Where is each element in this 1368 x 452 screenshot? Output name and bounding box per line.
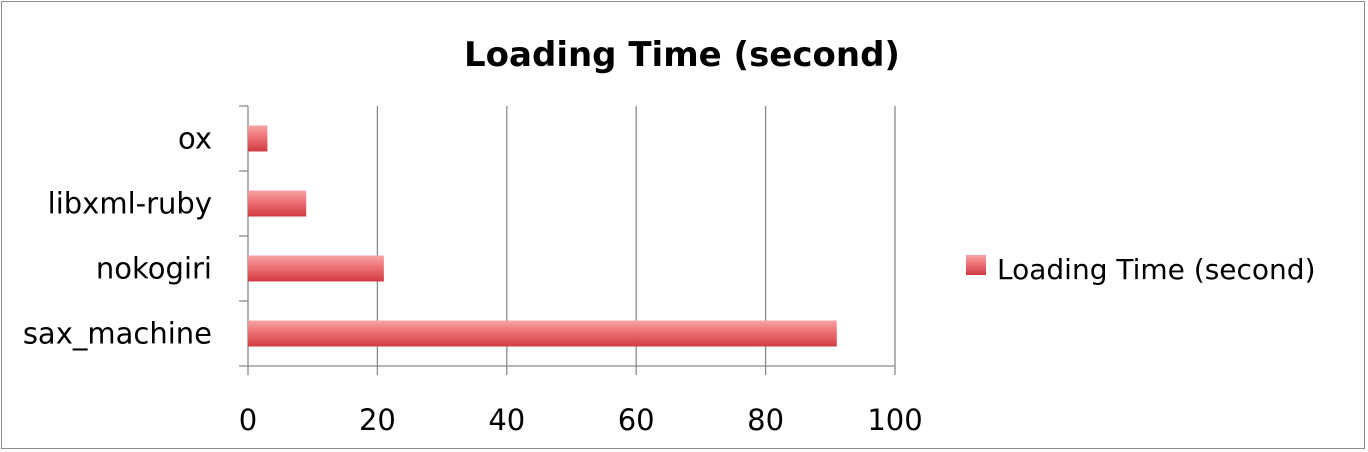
bar-ox <box>248 125 268 152</box>
tick-label-x-40: 40 <box>488 403 525 437</box>
tick-label-x-0: 0 <box>239 403 257 437</box>
tick-label-x-100: 100 <box>867 403 922 437</box>
category-label-nokogiri: nokogiri <box>96 252 212 286</box>
legend-swatch <box>966 255 986 275</box>
category-label-ox: ox <box>178 122 212 156</box>
bar-nokogiri <box>248 255 384 282</box>
bar-sax_machine <box>248 320 837 347</box>
chart-title: Loading Time (second) <box>464 35 900 75</box>
category-label-sax_machine: sax_machine <box>23 317 212 351</box>
tick-label-x-80: 80 <box>747 403 784 437</box>
tick-label-x-60: 60 <box>618 403 655 437</box>
legend-label: Loading Time (second) <box>997 253 1316 286</box>
axis-labels: 0 20 40 60 80 100 ox libxml-ruby nokogiri sax_mac… <box>23 122 923 438</box>
bars <box>248 125 837 347</box>
legend: Loading Time (second) <box>966 253 1316 286</box>
tick-label-x-20: 20 <box>359 403 396 437</box>
bar-libxml-ruby <box>248 190 307 217</box>
category-label-libxml-ruby: libxml-ruby <box>48 187 212 221</box>
